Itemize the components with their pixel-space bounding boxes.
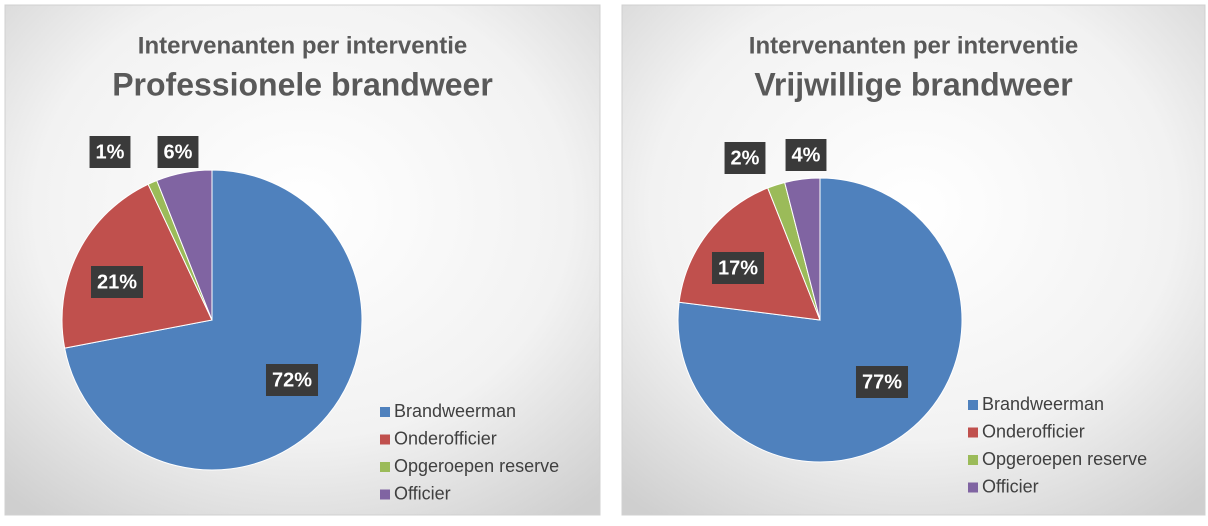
legend-label: Officier	[982, 476, 1039, 496]
legend-label: Onderofficier	[982, 421, 1085, 441]
data-label: 6%	[164, 141, 193, 163]
legend-swatch	[968, 455, 978, 465]
legend-label: Brandweerman	[394, 401, 516, 421]
chart-title: Intervenanten per interventie	[749, 32, 1078, 59]
data-label-box	[89, 136, 131, 168]
legend-label: Brandweerman	[982, 394, 1104, 414]
legend-swatch	[968, 482, 978, 493]
data-label-box	[785, 139, 827, 171]
legend-swatch	[380, 407, 390, 417]
chart-panel: Intervenanten per interventie Professione…	[4, 4, 601, 516]
data-label-box	[855, 366, 909, 398]
data-label-box	[265, 364, 319, 396]
legend-swatch	[968, 427, 978, 438]
chart-title: Intervenanten per interventie	[138, 32, 467, 59]
legend-label: Onderofficier	[394, 428, 497, 448]
data-label: 4%	[792, 144, 821, 166]
pie-slice	[784, 177, 821, 321]
chart-subtitle: Professionele brandweer	[112, 66, 493, 102]
data-label-box	[711, 252, 765, 284]
data-label: 21%	[97, 271, 137, 293]
legend-label: Opgeroepen reserve	[394, 456, 559, 476]
data-label: 17%	[718, 257, 758, 279]
data-label: 77%	[862, 371, 902, 393]
chart-panel: Intervenanten per interventie Vrijwillige…	[621, 4, 1206, 516]
legend-label: Opgeroepen reserve	[982, 449, 1147, 469]
legend-swatch	[380, 489, 390, 500]
chart-subtitle: Vrijwillige brandweer	[754, 66, 1072, 102]
legend-label: Officier	[394, 483, 451, 503]
data-label: 72%	[272, 369, 312, 391]
data-label: 2%	[731, 147, 760, 169]
legend-swatch	[968, 400, 978, 410]
data-label-box	[157, 136, 199, 168]
data-label: 1%	[96, 141, 125, 163]
pie-slice	[156, 169, 213, 321]
legend-swatch	[380, 434, 390, 445]
data-label-box	[724, 142, 766, 174]
legend-swatch	[380, 462, 390, 472]
data-label-box	[90, 266, 144, 298]
